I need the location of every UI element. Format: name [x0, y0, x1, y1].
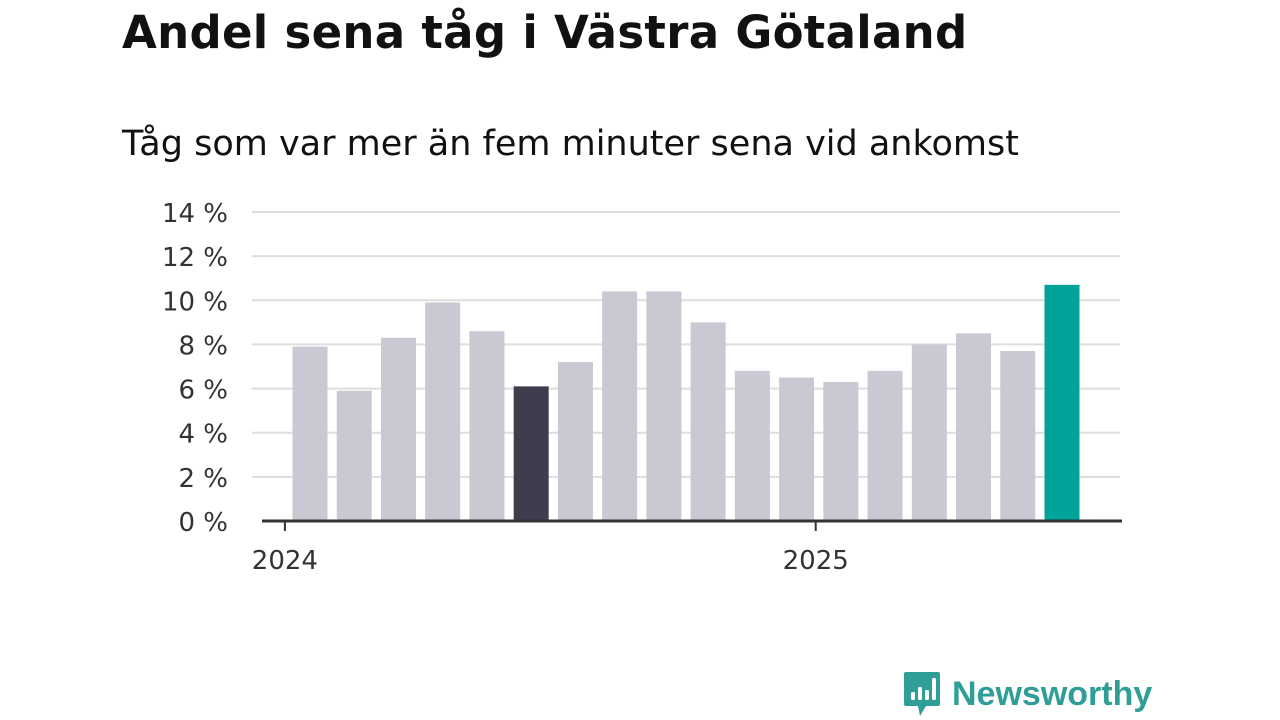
y-tick-label: 0 %: [178, 508, 228, 538]
bar-2024-08: [602, 291, 638, 521]
bar-chart-speech-bubble-icon: [904, 672, 940, 716]
bar-2024-07: [557, 362, 593, 521]
bar-2024-04: [425, 302, 461, 521]
bar-2024-11: [734, 370, 770, 521]
bar-2024-01: [292, 346, 328, 521]
x-tick-label: 2025: [783, 546, 849, 576]
bar-2024-12: [779, 377, 815, 521]
newsworthy-logo: Newsworthy: [902, 670, 1152, 718]
bar-2024-10: [690, 322, 726, 521]
bar-2025-06: [1044, 284, 1080, 521]
y-tick-label: 14 %: [162, 199, 228, 229]
bar-2025-04: [956, 333, 992, 521]
bar-2025-05: [1000, 351, 1036, 521]
x-axis: 2024 2025: [252, 519, 1122, 576]
y-tick-label: 6 %: [178, 376, 228, 406]
bar-2024-06: [513, 386, 549, 521]
chart-subtitle: Tåg som var mer än fem minuter sena vid …: [122, 124, 1019, 164]
x-tick-label: 2024: [252, 546, 318, 576]
y-tick-label: 8 %: [178, 331, 228, 361]
bar-2024-02: [336, 390, 372, 521]
y-tick-label: 2 %: [178, 464, 228, 494]
y-tick-label: 4 %: [178, 420, 228, 450]
y-tick-label: 10 %: [162, 287, 228, 317]
chart-title: Andel sena tåg i Västra Götaland: [122, 6, 968, 59]
bar-2025-02: [867, 370, 903, 521]
bar-2025-03: [911, 344, 947, 521]
y-axis-labels: 0 % 2 % 4 % 6 % 8 % 10 % 12 % 14 %: [162, 199, 228, 538]
brand-name: Newsworthy: [952, 674, 1153, 713]
bar-chart: 0 % 2 % 4 % 6 % 8 % 10 % 12 % 14 % 2024 2025: [162, 199, 1122, 576]
bar-2025-01: [823, 381, 859, 521]
bars: [292, 284, 1080, 521]
bar-2024-05: [469, 331, 505, 521]
bar-2024-03: [380, 337, 416, 521]
y-tick-label: 12 %: [162, 243, 228, 273]
bar-2024-09: [646, 291, 682, 521]
